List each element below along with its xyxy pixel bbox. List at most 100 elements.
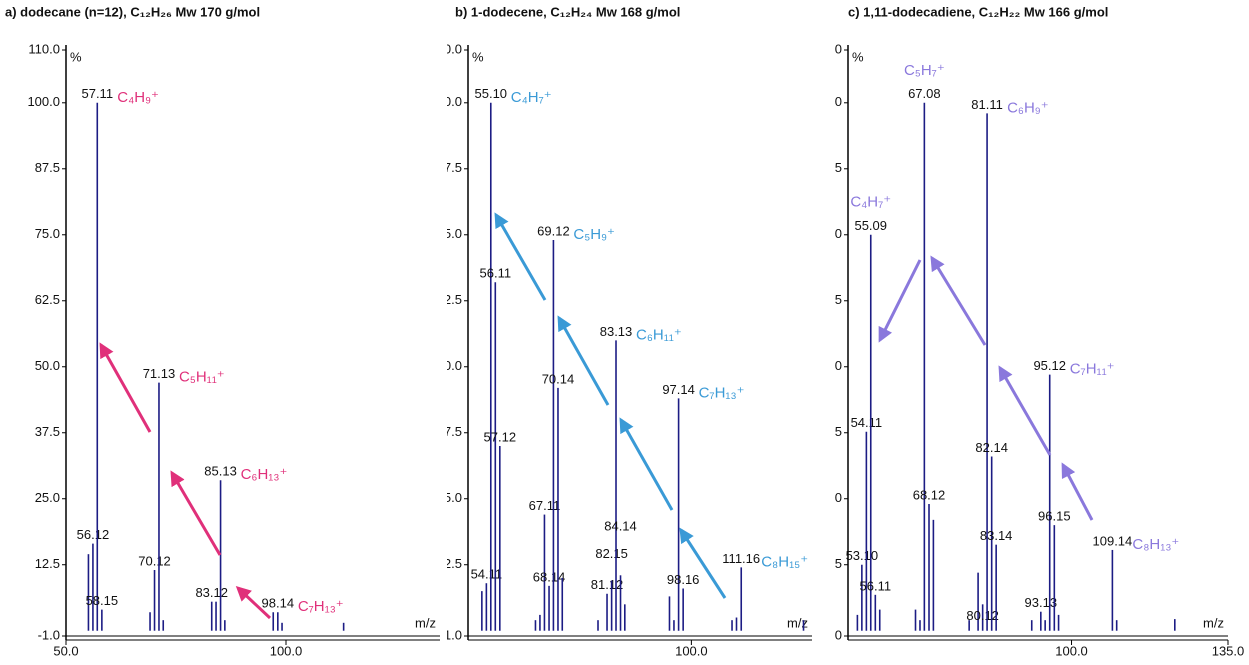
peak-label: 53.10 [846,548,879,563]
y-tick-label: 100.0 [809,94,842,109]
chart-title: a) dodecane (n=12), C₁₂H₂₆ Mw 170 g/mol [5,4,260,19]
peak-label: 56.12 [77,527,110,542]
y-tick-label: 12.5 [437,556,462,571]
x-tick-label: 100.0 [1055,643,1088,658]
peak-label: 80.12 [966,608,999,623]
arrow [235,585,272,620]
y-tick-label: 12.5 [817,556,842,571]
peak-label: 55.10 [475,86,508,101]
arrow [878,259,922,343]
panel-background [0,0,450,660]
peak-label: 98.16 [667,572,700,587]
y-tick-label: 110.0 [810,41,842,56]
y-tick-label: 87.5 [437,160,462,175]
y-tick-label: 100.0 [429,94,462,109]
peak-label: 82.15 [595,546,628,561]
peak-label: 83.12 [195,585,228,600]
y-tick-label: 100.0 [27,94,60,109]
y-tick-label: 87.5 [817,160,842,175]
x-tick-label: 100.0 [675,643,708,658]
peak-label: 93.13 [1025,595,1058,610]
y-tick-label: 50.0 [817,358,842,373]
arrow [679,527,727,599]
y-tick-label: 87.5 [35,160,60,175]
peak-label: 109.14 [1093,533,1133,548]
panel: a) dodecane (n=12), C₁₂H₂₆ Mw 170 g/mol 1… [0,0,450,660]
ion-label: C₅H₇⁺ [904,62,945,79]
y-tick-label: -1.0 [440,627,462,642]
ion-label: C₇H₁₃⁺ [298,598,344,615]
y-tick-label: 62.5 [35,292,60,307]
y-tick-label: 37.5 [437,424,462,439]
peak-label: 82.14 [975,440,1008,455]
peak-label: 57.12 [484,429,517,444]
panel-background [835,0,1249,660]
arrow [494,212,547,301]
y-tick-label: 75.0 [817,226,842,241]
peak-label: 84.14 [604,519,637,534]
arrow [99,342,152,433]
arrow [170,470,222,556]
peak-label: 83.13 [600,324,633,339]
peak-label: 55.09 [854,218,887,233]
peak-label: 70.12 [138,553,171,568]
peak-label: 57.11 [81,86,113,101]
y-tick-label: 75.0 [35,226,60,241]
panel: c) 1,11-dodecadiene, C₁₂H₂₂ Mw 166 g/mol… [809,0,1249,660]
peak-label: 83.14 [980,528,1013,543]
peak-label: 71.13 [143,366,176,381]
ion-label: C₈H₁₃⁺ [1132,536,1179,553]
ion-label: C₅H₁₁⁺ [179,369,225,386]
peak-label: 68.14 [533,569,566,584]
y-tick-label: 62.5 [437,292,462,307]
peak-label: 70.14 [542,371,575,386]
y-tick-label: 37.5 [817,424,842,439]
y-axis-label: % [472,49,484,64]
y-tick-label: 50.0 [35,358,60,373]
x-axis-label: m/z [1203,615,1224,630]
ion-label: C₄H₇⁺ [850,194,891,211]
y-tick-label: 110.0 [430,41,462,56]
peak-label: 56.11 [480,266,512,281]
arrow [1061,462,1094,521]
ion-label: C₄H₇⁺ [511,89,552,106]
peak-label: 67.11 [529,498,561,513]
arrow [619,417,674,511]
x-axis-label: m/z [787,615,808,630]
y-tick-label: -1.0 [38,627,60,642]
panel: b) 1-dodecene, C₁₂H₂₄ Mw 168 g/mol 110.0 1… [429,0,822,660]
ion-label: C₈H₁₅⁺ [761,553,808,570]
y-tick-label: 12.5 [35,556,60,571]
arrow [998,365,1052,456]
panel-background [447,0,822,660]
chart-title: c) 1,11-dodecadiene, C₁₂H₂₂ Mw 166 g/mol [848,4,1108,19]
peak-label: 67.08 [908,86,941,101]
ion-label: C₅H₉⁺ [573,226,615,243]
peak-label: 85.13 [204,464,237,479]
ion-label: C₆H₉⁺ [1007,99,1049,116]
peak-label: 54.11 [851,415,883,430]
peak-label: 97.14 [662,382,695,397]
ion-label: C₆H₁₁⁺ [636,326,682,343]
y-axis-label: % [70,49,82,64]
y-tick-label: 62.5 [817,292,842,307]
y-tick-label: 75.0 [437,226,462,241]
x-axis-label: m/z [415,615,436,630]
peak-label: 96.15 [1038,509,1071,524]
peak-label: 98.14 [262,596,295,611]
y-tick-label: 25.0 [437,490,462,505]
peak-label: 95.12 [1033,358,1066,373]
y-tick-label: 37.5 [35,424,60,439]
x-tick-label: 100.0 [270,643,303,658]
x-tick-label: 135.0 [1212,643,1245,658]
peak-label: 69.12 [537,223,570,238]
arrow [557,315,610,406]
arrow [930,255,987,346]
peak-label: 58.15 [86,593,119,608]
ion-label: C₆H₁₃⁺ [241,466,288,483]
y-tick-label: 25.0 [35,490,60,505]
ion-label: C₇H₁₃⁺ [699,384,745,401]
peak-label: 68.12 [913,487,946,502]
y-axis-label: % [852,49,864,64]
